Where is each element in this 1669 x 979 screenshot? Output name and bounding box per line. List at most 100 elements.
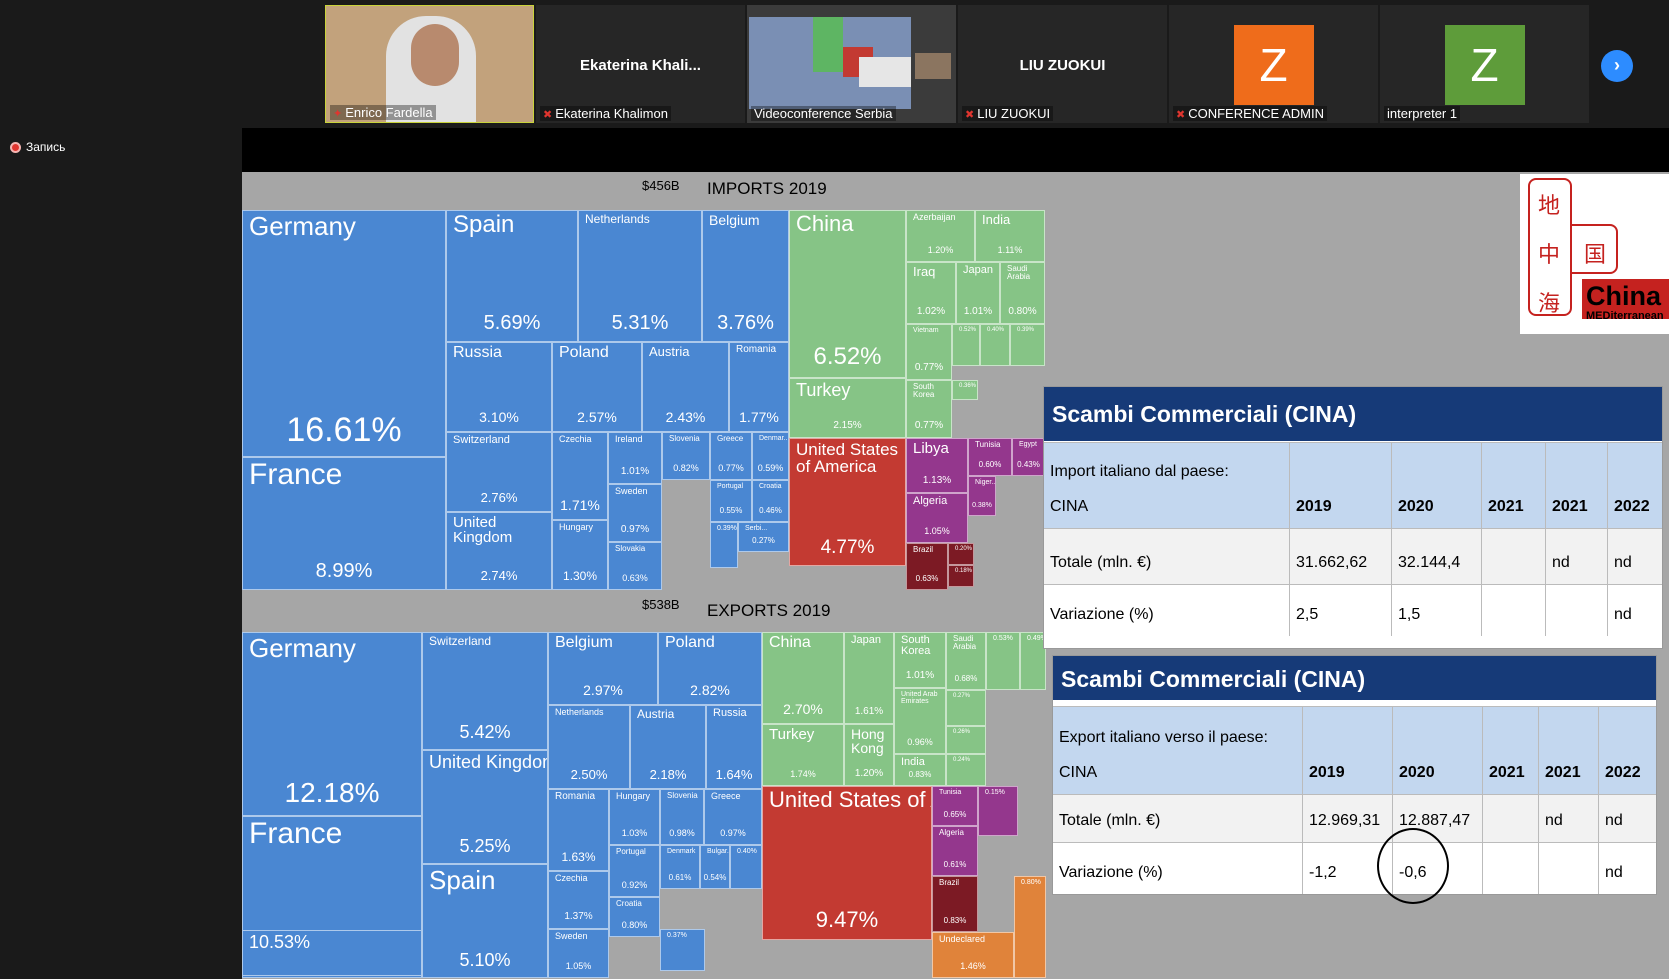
treemap-value: 0.55% [719, 506, 743, 515]
treemap-cell: United States of America 4.77% [789, 438, 906, 566]
logo-char: 中 [1538, 242, 1561, 267]
treemap-value: 0.97% [720, 828, 746, 838]
participant-tile[interactable]: ✦ Enrico Fardella [325, 5, 534, 123]
recording-indicator[interactable]: Запись [10, 140, 65, 154]
year-header: 2019 [1290, 443, 1392, 528]
pin-icon: ✦ [333, 108, 343, 120]
treemap-cell: South Korea 1.01% [894, 632, 946, 688]
treemap-value: 5.10% [459, 950, 511, 970]
logo-brand: China [1586, 281, 1662, 311]
treemap-cell: Vietnam 0.77% [906, 324, 952, 380]
treemap-label: Tunisia [939, 789, 962, 796]
treemap-label: 0.40% [737, 848, 757, 855]
treemap-value: 1.46% [960, 961, 986, 971]
treemap-cell: Sweden 1.05% [548, 929, 609, 978]
export-table: Scambi Commerciali (CINA) Export italian… [1052, 655, 1657, 895]
treemap-label: South Korea [913, 382, 935, 399]
treemap-label: Saudi Arabia [1007, 264, 1031, 281]
treemap-value: 0.60% [978, 460, 1002, 469]
treemap-value: 1.20% [854, 768, 884, 779]
year-header: 2022 [1614, 498, 1650, 515]
treemap-cell: 0.53% [986, 632, 1020, 690]
participant-tile[interactable]: Videoconference Serbia [747, 5, 956, 123]
treemap-label: United States of America [769, 787, 931, 812]
treemap-label: Undeclared [939, 934, 986, 944]
treemap-label: Bulgar... [707, 848, 729, 855]
logo-char: 地 [1538, 193, 1561, 218]
treemap-label: France [249, 817, 343, 850]
treemap-value: 0.98% [669, 828, 695, 838]
face [411, 24, 459, 86]
chevron-right-icon: › [1614, 55, 1620, 75]
treemap-label: Ireland [615, 434, 643, 444]
treemap-label: Niger... [975, 479, 996, 486]
import-table: Scambi Commerciali (CINA) Import italian… [1043, 386, 1663, 649]
treemap-value: 1.30% [562, 569, 598, 583]
treemap-value: 2.57% [577, 409, 617, 425]
participant-tile[interactable]: Z ✖ CONFERENCE ADMIN [1169, 5, 1378, 123]
treemap-label: Saudi Arabia [953, 634, 977, 651]
year-header: 2021 [1546, 443, 1608, 528]
treemap-value: 0.68% [954, 674, 978, 683]
recording-label: Запись [26, 140, 66, 154]
treemap-label: Iraq [913, 264, 936, 279]
treemap-cell: Czechia 1.71% [552, 432, 608, 520]
treemap-label: 0.39% [717, 525, 737, 532]
treemap-cell: Hungary 1.30% [552, 520, 608, 590]
treemap-value: 5.25% [459, 836, 511, 856]
treemap-cell: Netherlands 5.31% [578, 210, 702, 342]
treemap-label: United Kingdom [429, 752, 548, 772]
treemap-value: 1.74% [790, 769, 816, 779]
treemap-value: 5.31% [611, 312, 669, 334]
treemap-cell: Belgium 3.76% [702, 210, 789, 342]
treemap-value: 3.76% [717, 312, 774, 334]
treemap-value: 8.99% [315, 560, 373, 582]
treemap-cell: Slovenia 0.82% [662, 432, 710, 480]
participant-name: Videoconference Serbia [754, 106, 893, 121]
treemap-cell: Sweden 0.97% [608, 484, 662, 542]
treemap-cell: Algeria 0.61% [932, 826, 978, 876]
treemap-label: Switzerland [453, 434, 510, 446]
participant-tile[interactable]: Z interpreter 1 [1380, 5, 1589, 123]
treemap-value: 1.13% [922, 475, 952, 486]
next-page-button[interactable]: › [1601, 50, 1633, 82]
table-row: Totale (mln. €) 31.662,62 32.144,4 nd nd [1044, 528, 1662, 584]
treemap-value: 1.61% [854, 706, 884, 717]
table-title: Scambi Commerciali (CINA) [1053, 656, 1656, 700]
table-row: Variazione (%) 2,5 1,5 nd [1044, 584, 1662, 636]
treemap-value: 1.01% [963, 306, 993, 317]
treemap-cell: India 1.11% [975, 210, 1045, 262]
treemap-value: 0.61% [943, 860, 967, 869]
treemap-label: Slovakia [615, 544, 646, 553]
treemap-cell: Saudi Arabia 0.68% [946, 632, 986, 690]
treemap-cell: Libya 1.13% [906, 438, 968, 493]
logo-subtitle: MEDiterranean [1586, 310, 1664, 322]
treemap-cell: Algeria 1.05% [906, 493, 968, 543]
treemap-value: 0.97% [620, 524, 650, 535]
treemap-label: Egypt [1019, 441, 1037, 448]
logo-char: 国 [1584, 242, 1607, 267]
treemap-value: 6.52% [813, 343, 882, 370]
treemap-cell: Czechia 1.37% [548, 871, 609, 929]
treemap-cell: Slovakia 0.63% [608, 542, 662, 590]
treemap-label: Spain [429, 865, 496, 895]
treemap-value: 2.18% [649, 767, 687, 782]
treemap-cell: South Korea 0.77% [906, 380, 952, 438]
treemap-cell: 0.24% [946, 754, 986, 786]
treemap-value: 0.63% [622, 573, 648, 583]
mic-muted-icon: ✖ [543, 109, 553, 121]
treemap-value: 0.65% [943, 810, 967, 819]
participant-tile[interactable]: Ekaterina Khali... ✖ Ekaterina Khalimon [536, 5, 745, 123]
treemap-value: 2.50% [570, 767, 608, 782]
treemap-cell: Netherlands 2.50% [548, 705, 630, 789]
participant-tile[interactable]: LIU ZUOKUI ✖ LIU ZUOKUI [958, 5, 1167, 123]
treemap-label: 0.27% [953, 693, 971, 699]
mic-muted-icon: ✖ [965, 109, 975, 121]
treemap-cell: 0.39% [710, 522, 738, 568]
year-header: 2021 [1483, 707, 1539, 794]
table-row: Variazione (%) -1,2 -0,6 nd [1053, 842, 1656, 894]
treemap-value: 0.92% [621, 880, 648, 890]
treemap-cell: 0.37% [660, 929, 705, 971]
treemap-value: 2.74% [480, 568, 518, 583]
treemap-label: Germany [249, 633, 356, 663]
